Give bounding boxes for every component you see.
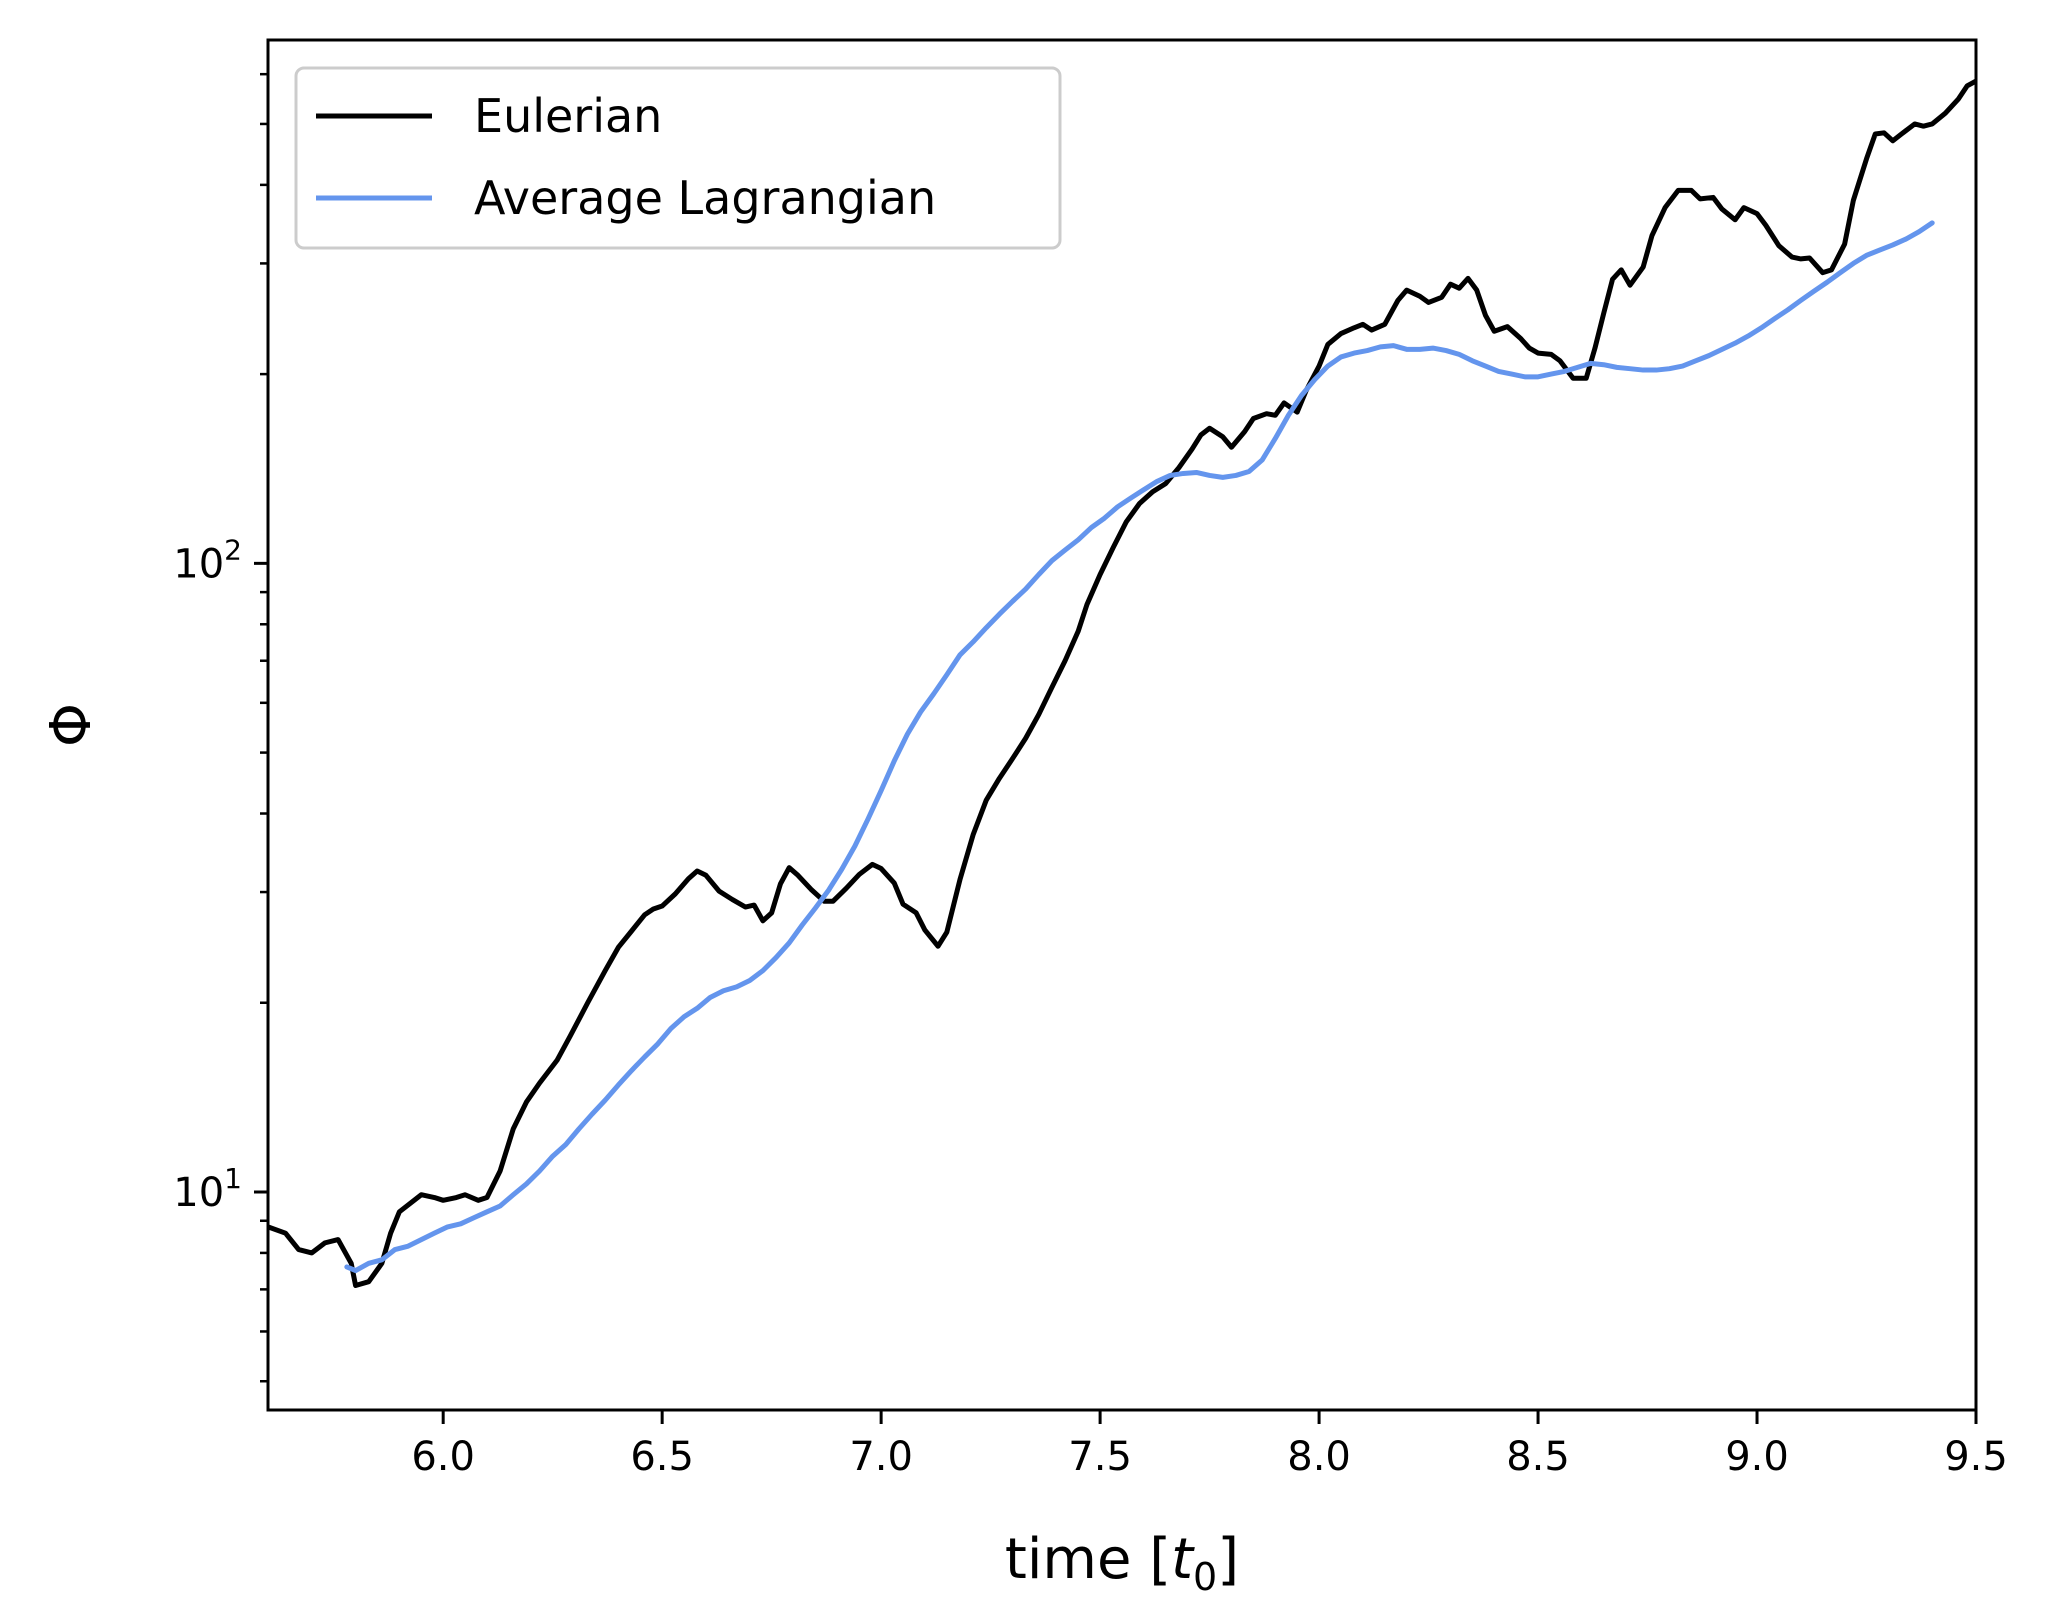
legend-label-average-lagrangian: Average Lagrangian [474,171,936,225]
x-tick-label: 7.0 [849,1434,913,1480]
x-tick-label: 8.5 [1506,1434,1570,1480]
x-axis-label: time [t0] [1005,1527,1239,1599]
x-tick-label: 6.5 [630,1434,694,1480]
x-tick-label: 9.0 [1725,1434,1789,1480]
y-axis-label: Φ [39,703,104,747]
y-tick-label: 102 [173,533,242,587]
series-line-average-lagrangian [344,220,1935,1274]
plot-area [268,78,1976,1288]
legend-box [294,66,1062,250]
legend-label-eulerian: Eulerian [474,89,662,143]
legend: Eulerian Average Lagrangian [294,66,1062,250]
x-tick-label: 8.0 [1287,1434,1351,1480]
axes: 6.0 6.5 7.0 7.5 8.0 8.5 9.0 9.5 101 102 [173,38,2008,1480]
series-line-eulerian [268,78,1976,1288]
y-tick-label: 101 [173,1162,242,1216]
x-tick-label: 9.5 [1944,1434,2008,1480]
x-tick-label: 7.5 [1068,1434,1132,1480]
axes-frame [266,38,1978,1412]
x-tick-label: 6.0 [411,1434,475,1480]
